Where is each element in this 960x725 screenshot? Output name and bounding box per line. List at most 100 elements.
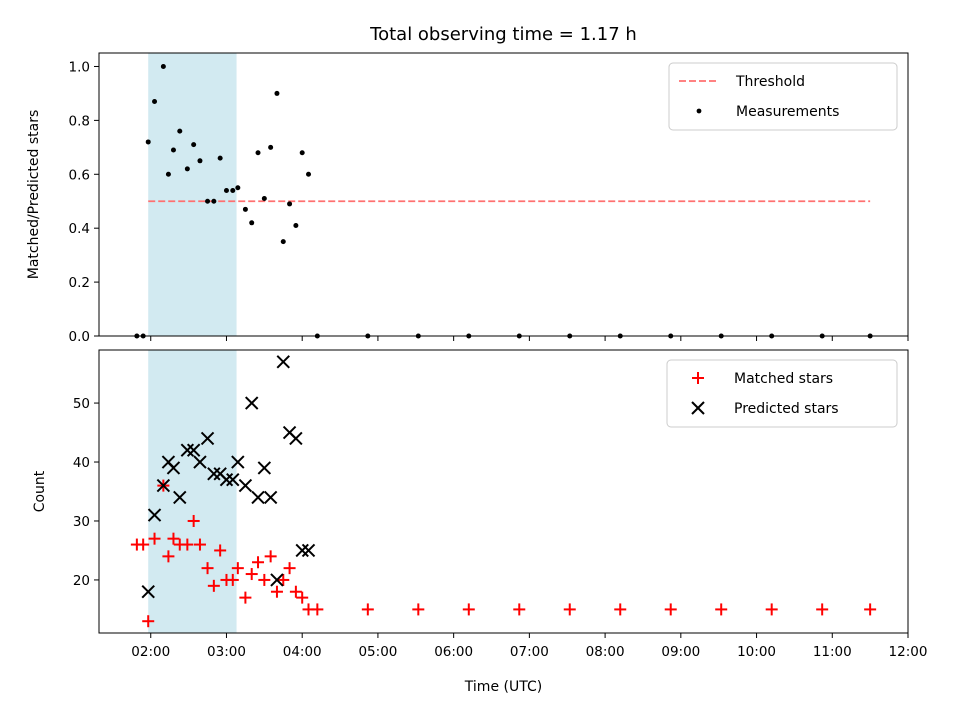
x-tick-label: 05:00: [358, 644, 397, 660]
legend-bottom: Matched stars Predicted stars: [666, 359, 898, 428]
x-tick-label: 02:00: [131, 644, 170, 660]
predicted-star-point: [200, 431, 215, 446]
panel-ratio: 0.0 0.2 0.4 0.6 0.8 1.0 Matched/Predicted sta…: [26, 52, 909, 345]
predicted-star-point: [289, 431, 303, 446]
predicted-star-point: [257, 461, 272, 475]
measurement-point: [152, 99, 158, 105]
top-y-tick-label: 0.0: [69, 329, 90, 345]
measurement-point: [230, 187, 236, 193]
matched-star-point: [207, 579, 220, 592]
y-axis-label-bottom: Count: [32, 470, 48, 512]
top-y-tick-label: 1.0: [69, 59, 90, 75]
matched-star-point: [187, 514, 200, 527]
predicted-star-point: [207, 467, 221, 481]
matched-star-point: [289, 585, 302, 598]
matched-star-point: [142, 615, 155, 628]
predicted-star-point: [251, 490, 265, 505]
matched-star-point: [264, 550, 277, 563]
measurement-point: [299, 150, 305, 156]
legend-box-bottom: [666, 359, 898, 428]
matched-star-point: [361, 603, 374, 616]
predicted-star-point: [245, 396, 259, 410]
measurement-point: [211, 198, 217, 204]
matched-star-point: [715, 603, 728, 616]
matched-star-point: [239, 591, 252, 604]
legend-threshold-label: Threshold: [735, 74, 805, 90]
predicted-star-point: [147, 508, 162, 522]
measurement-point: [160, 63, 166, 69]
measurement-point: [165, 171, 171, 177]
predicted-star-point: [156, 478, 171, 493]
predicted-star-point: [219, 473, 234, 487]
matched-star-point: [462, 603, 475, 616]
predicted-star-point: [186, 443, 201, 457]
measurement-point: [145, 139, 151, 145]
measurement-point: [306, 171, 312, 177]
measurement-point: [249, 220, 255, 226]
measurement-point: [177, 128, 183, 134]
x-tick-label: 06:00: [434, 644, 473, 660]
matched-star-point: [167, 532, 180, 545]
matched-star-point: [311, 603, 324, 616]
top-y-tick-label: 0.2: [69, 275, 90, 291]
x-tick-label: 09:00: [661, 644, 700, 660]
measurement-point: [293, 222, 299, 228]
matched-star-point: [296, 591, 309, 604]
measurement-point: [287, 201, 293, 207]
x-tick-label: 10:00: [737, 644, 776, 660]
matched-star-point: [412, 603, 425, 616]
legend-measurements-swatch: [696, 108, 702, 114]
observing-window-shade-top: [148, 53, 237, 336]
matched-star-point: [664, 603, 677, 616]
matched-star-point: [162, 550, 175, 563]
measurement-point: [261, 196, 267, 202]
legend-measurements-label: Measurements: [736, 104, 839, 120]
observing-window-shade-bottom: [148, 350, 237, 633]
predicted-star-point: [295, 543, 309, 558]
predicted-star-point: [180, 443, 195, 457]
measurement-point: [184, 166, 190, 172]
matched-star-point: [513, 603, 526, 616]
measurement-point: [217, 155, 223, 161]
predicted-star-point: [301, 543, 316, 558]
matched-star-point: [231, 562, 244, 575]
top-y-tick-label: 0.4: [69, 221, 90, 237]
matched-star-point: [201, 562, 214, 575]
matched-star-point: [148, 532, 161, 545]
x-tick-label: 03:00: [207, 644, 246, 660]
predicted-star-point: [193, 455, 207, 469]
matched-star-point: [283, 562, 296, 575]
legend-predicted-swatch: [691, 401, 705, 415]
measurement-point: [205, 198, 211, 204]
axes-frame-top: [98, 52, 909, 337]
predicted-star-point: [231, 455, 245, 469]
matched-star-point: [614, 603, 627, 616]
matched-star-point: [864, 603, 877, 616]
matched-star-point: [270, 585, 283, 598]
x-tick-label: 07:00: [510, 644, 549, 660]
measurement-point: [235, 185, 241, 191]
predicted-star-point: [173, 490, 187, 505]
measurement-point: [274, 90, 280, 96]
matched-star-point: [181, 538, 194, 551]
measurement-point: [170, 147, 176, 153]
legend-box-top: [668, 62, 898, 131]
matched-star-point: [765, 603, 778, 616]
matched-star-point: [193, 538, 206, 551]
x-tick-label: 12:00: [889, 644, 928, 660]
predicted-star-point: [263, 490, 278, 505]
predicted-star-point: [270, 573, 284, 587]
bottom-y-tick-label: 30: [73, 514, 90, 530]
bottom-y-tick-label: 40: [73, 455, 90, 471]
measurement-point: [197, 158, 203, 164]
measurement-point: [255, 150, 261, 156]
measurement-point: [268, 144, 274, 150]
matched-star-point: [245, 568, 258, 581]
predicted-star-point: [238, 478, 253, 493]
x-tick-label: 04:00: [283, 644, 322, 660]
matched-star-point: [816, 603, 829, 616]
measurement-point: [191, 142, 197, 148]
bottom-y-tick-label: 20: [73, 573, 90, 589]
panel-count: 20 30 40 50 02:00 03:00 04:00 05:00 06:00 07:00 0…: [32, 349, 928, 695]
predicted-star-point: [276, 355, 290, 369]
